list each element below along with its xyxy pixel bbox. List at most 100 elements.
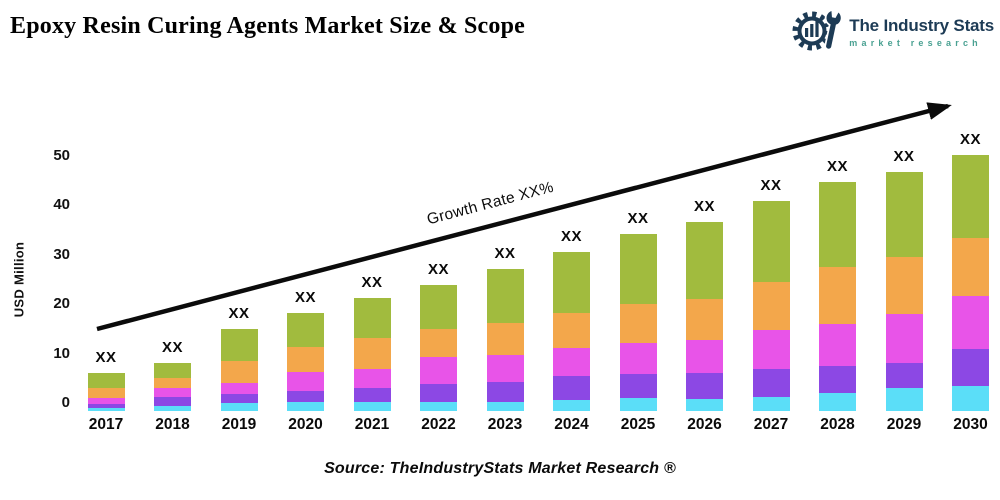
bar-segment-2021-green <box>353 297 391 339</box>
x-tick-label: 2021 <box>354 416 390 433</box>
bar-segment-2024-orange <box>553 312 590 349</box>
bar-segment-2022-green <box>420 285 457 329</box>
bar-value-label: XX <box>627 210 649 228</box>
bar-segment-2018-orange <box>154 378 191 389</box>
bar-value-label: XX <box>95 349 117 367</box>
bar-segment-2024-magenta <box>553 348 590 376</box>
x-tick-label: 2023 <box>487 416 523 433</box>
x-tick-label: 2026 <box>687 416 722 433</box>
bar-segment-2027-purple <box>752 368 790 397</box>
y-tick-label: 40 <box>53 196 70 214</box>
bar-segment-2020-magenta <box>287 372 324 392</box>
bar-segment-2018-cyan <box>154 405 191 411</box>
bar-segment-2023-purple <box>486 381 524 403</box>
bar-segment-2019-orange <box>220 361 258 383</box>
bar-value-label: XX <box>361 273 383 291</box>
bar-segment-2029-cyan <box>885 388 923 411</box>
x-tick-label: 2024 <box>554 416 589 433</box>
source-attribution: Source: TheIndustryStats Market Research… <box>324 460 676 477</box>
bar-segment-2030-orange <box>952 237 989 296</box>
y-tick-label: 50 <box>53 147 70 164</box>
x-tick-label: 2017 <box>88 416 124 433</box>
bar-value-label: XX <box>427 261 449 279</box>
bar-segment-2028-purple <box>819 365 856 394</box>
bar-value-label: XX <box>959 131 981 149</box>
bar-value-label: XX <box>693 197 715 215</box>
bar-segment-2030-green <box>952 155 989 238</box>
bar-segment-2028-magenta <box>819 323 856 366</box>
bar-segment-2022-magenta <box>420 356 457 384</box>
bar-segment-2027-cyan <box>752 396 790 411</box>
bar-segment-2025-magenta <box>619 343 657 374</box>
bar-segment-2030-cyan <box>952 385 989 411</box>
bar-segment-2028-cyan <box>819 393 856 411</box>
brand-name: The Industry Stats <box>849 16 994 35</box>
bar-segment-2024-cyan <box>553 400 590 411</box>
x-tick-label: 2030 <box>953 416 988 433</box>
x-tick-label: 2027 <box>753 416 789 433</box>
bar-segment-2027-green <box>752 201 790 282</box>
bar-segment-2024-green <box>553 251 590 313</box>
bar-segment-2018-green <box>154 362 191 379</box>
y-axis-title: USD Million <box>11 241 27 318</box>
bar-segment-2023-magenta <box>486 355 524 382</box>
bar-segment-2026-green <box>686 221 723 299</box>
bar-segment-2027-orange <box>752 281 790 331</box>
bar-value-label: XX <box>294 289 316 307</box>
gear-wrench-chart-icon <box>792 6 844 58</box>
bar-segment-2028-green <box>819 182 856 268</box>
bar-segment-2023-orange <box>486 322 524 356</box>
bar-segment-2018-purple <box>154 396 191 406</box>
bar-segment-2020-orange <box>287 346 324 373</box>
bar-segment-2029-magenta <box>885 314 923 363</box>
bar-segment-2021-orange <box>353 338 391 369</box>
bar-segment-2026-magenta <box>686 339 723 374</box>
bar-segment-2029-orange <box>885 257 923 315</box>
bar-segment-2017-green <box>87 373 125 389</box>
bar-value-label: XX <box>494 245 516 263</box>
y-tick-label: 0 <box>61 394 70 411</box>
bar-segment-2026-cyan <box>686 399 723 411</box>
bar-segment-2019-cyan <box>220 403 258 411</box>
bar-segment-2020-green <box>287 313 324 347</box>
bar-segment-2017-orange <box>87 388 125 398</box>
bar-segment-2024-purple <box>553 375 590 401</box>
bar-segment-2022-orange <box>420 328 457 357</box>
bar-value-label: XX <box>826 158 848 176</box>
bar-segment-2029-purple <box>885 362 923 389</box>
y-tick-label: 10 <box>53 344 70 362</box>
bar-segment-2021-purple <box>353 388 391 402</box>
bar-value-label: XX <box>760 177 782 195</box>
bar-value-label: XX <box>228 305 250 323</box>
bar-segment-2021-cyan <box>353 401 391 411</box>
bar-segment-2023-green <box>486 269 524 323</box>
bar-segment-2020-cyan <box>287 402 324 411</box>
x-tick-label: 2022 <box>421 416 456 433</box>
bar-value-label: XX <box>560 227 582 245</box>
x-tick-label: 2029 <box>886 416 922 433</box>
bar-segment-2028-orange <box>819 267 856 324</box>
bar-segment-2029-green <box>885 171 923 258</box>
bar-segment-2026-orange <box>686 298 723 340</box>
bar-segment-2026-purple <box>686 373 723 400</box>
bar-segment-2023-cyan <box>486 402 524 411</box>
bar-segment-2030-magenta <box>952 295 989 350</box>
bar-segment-2021-magenta <box>353 369 391 389</box>
bar-segment-2022-cyan <box>420 401 457 411</box>
x-tick-label: 2020 <box>288 416 323 433</box>
bar-segment-2017-purple <box>87 403 125 408</box>
bar-segment-2017-cyan <box>87 407 125 411</box>
bar-segment-2019-green <box>220 329 258 362</box>
y-tick-label: 30 <box>53 245 70 263</box>
y-tick-label: 20 <box>53 295 70 313</box>
brand-logo: The Industry Stats market research <box>792 6 994 58</box>
x-tick-label: 2025 <box>620 416 656 433</box>
x-tick-label: 2019 <box>221 416 257 433</box>
bar-segment-2030-purple <box>952 349 989 386</box>
bar-value-label: XX <box>161 338 183 356</box>
x-tick-label: 2028 <box>820 416 855 433</box>
x-tick-label: 2018 <box>155 416 190 433</box>
bar-segment-2017-magenta <box>87 397 125 404</box>
bar-segment-2025-orange <box>619 303 657 344</box>
